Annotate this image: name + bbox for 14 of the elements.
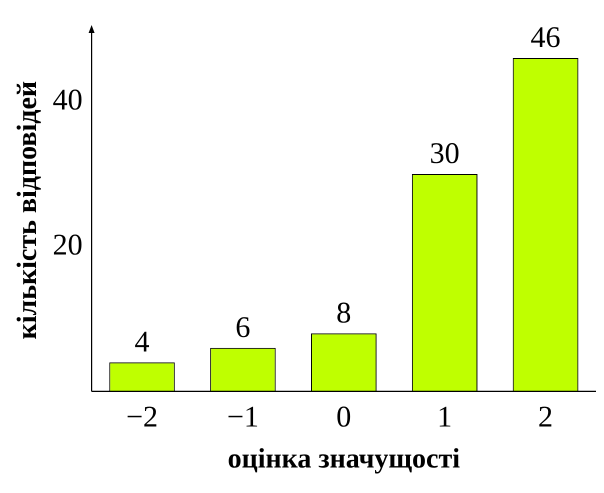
data-label: 30 [430,136,460,170]
y-axis-title: кількість відповідей [12,80,44,340]
data-label: 46 [530,20,561,54]
y-tick-label: 40 [52,83,83,116]
x-axis-title: оцінка значущості [228,443,460,474]
x-tick-label: 0 [336,400,352,434]
data-label: 6 [235,310,250,344]
y-tick-label: 20 [52,228,83,262]
x-tick-label: −1 [226,400,259,434]
x-tick-label: 1 [437,400,452,434]
data-label: 4 [134,325,150,358]
x-tick-label: 2 [538,400,554,434]
x-tick-label: −2 [126,400,158,434]
data-label: 8 [336,296,352,330]
